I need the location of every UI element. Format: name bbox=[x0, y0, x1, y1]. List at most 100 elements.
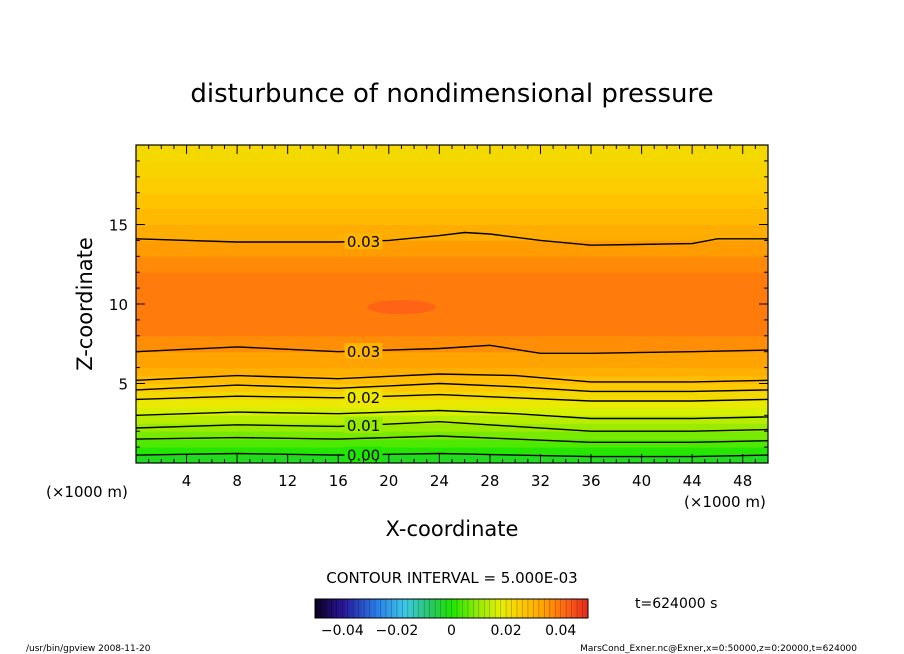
colorbar-cell bbox=[446, 599, 450, 618]
colorbar-cell bbox=[577, 599, 581, 618]
colorbar: −0.04 −0.02 0 0.02 0.04 bbox=[314, 598, 589, 639]
colorbar-cell bbox=[508, 599, 512, 618]
colorbar-cell bbox=[437, 599, 441, 618]
y-tick-label: 5 bbox=[118, 376, 128, 394]
colorbar-cell bbox=[416, 599, 420, 618]
colorbar-tick-label: 0.02 bbox=[491, 623, 522, 639]
y-tick-label: 10 bbox=[109, 296, 128, 314]
colorbar-cell bbox=[380, 599, 384, 618]
colorbar-cell bbox=[347, 599, 351, 618]
field-band bbox=[136, 414, 768, 424]
colorbar-cell bbox=[585, 599, 589, 618]
colorbar-gradient bbox=[314, 599, 589, 618]
field-band bbox=[136, 192, 768, 210]
field-band bbox=[136, 208, 768, 225]
y-tick-label: 15 bbox=[109, 217, 128, 235]
field-band bbox=[136, 383, 768, 392]
colorbar-cell bbox=[391, 599, 395, 618]
colorbar-ticks: −0.04 −0.02 0 0.02 0.04 bbox=[321, 623, 577, 639]
colorbar-cell bbox=[500, 599, 504, 618]
contour-label-bg bbox=[344, 233, 383, 250]
colorbar-cell bbox=[432, 599, 436, 618]
colorbar-cell bbox=[364, 599, 368, 618]
colorbar-cell bbox=[459, 599, 463, 618]
colorbar-cell bbox=[571, 599, 575, 618]
contour-label-bg bbox=[344, 342, 383, 359]
colorbar-cell bbox=[495, 599, 499, 618]
field-band bbox=[136, 160, 768, 178]
colorbar-cell bbox=[467, 599, 471, 618]
colorbar-cell bbox=[465, 599, 469, 618]
field-band bbox=[136, 351, 768, 369]
colorbar-cell bbox=[339, 599, 343, 618]
contour-label-bg bbox=[344, 389, 383, 406]
colorbar-cell bbox=[533, 599, 537, 618]
colorbar-cell bbox=[396, 599, 400, 618]
footer-left: /usr/bin/gpview 2008-11-20 bbox=[26, 644, 151, 654]
colorbar-cell bbox=[541, 599, 545, 618]
colorbar-cell bbox=[435, 599, 439, 618]
y-axis-label: Z-coordinate bbox=[73, 237, 97, 371]
contour-line bbox=[136, 420, 768, 432]
x-tick-label: 4 bbox=[182, 472, 192, 490]
field-band bbox=[136, 271, 768, 305]
colorbar-cell bbox=[394, 599, 398, 618]
colorbar-cell bbox=[555, 599, 559, 618]
colorbar-cell bbox=[424, 599, 428, 618]
colorbar-cell bbox=[443, 599, 447, 618]
colorbar-cell bbox=[492, 599, 496, 618]
field-band bbox=[136, 454, 768, 463]
colorbar-cell bbox=[334, 599, 338, 618]
colorbar-cell bbox=[421, 599, 425, 618]
colorbar-cell bbox=[342, 599, 346, 618]
colorbar-cell bbox=[538, 599, 542, 618]
colorbar-cell bbox=[486, 599, 491, 618]
colorbar-cell bbox=[476, 599, 480, 618]
colorbar-cell bbox=[549, 599, 553, 618]
colorbar-cell bbox=[377, 599, 381, 618]
x-tick-label: 8 bbox=[232, 472, 242, 490]
x-tick-label: 40 bbox=[632, 472, 651, 490]
contour-lines bbox=[136, 231, 768, 458]
contour-label-bg bbox=[344, 446, 383, 463]
colorbar-frame bbox=[314, 598, 589, 619]
colorbar-cell bbox=[402, 599, 406, 618]
contour-label: 0.00 bbox=[347, 447, 380, 465]
footer-right: MarsCond_Exner.nc@Exner,x=0:50000,z=0:20… bbox=[580, 644, 857, 654]
colorbar-cell bbox=[497, 599, 501, 618]
contour-line bbox=[136, 382, 768, 393]
colorbar-cell bbox=[372, 599, 376, 618]
plot-area: 0.000.010.020.030.03 4 8 12 16 20 24 28 32 36 40 4… bbox=[109, 144, 769, 490]
contour-line bbox=[136, 393, 768, 402]
colorbar-cell bbox=[544, 599, 548, 618]
colorbar-cell bbox=[369, 599, 373, 618]
contour-label: 0.03 bbox=[347, 233, 380, 251]
colorbar-cell bbox=[489, 599, 493, 618]
field-band bbox=[136, 422, 768, 432]
field-band bbox=[136, 375, 768, 384]
y-axis-ticks: 5 10 15 bbox=[109, 144, 768, 464]
colorbar-cell bbox=[478, 599, 482, 618]
colorbar-cell bbox=[552, 599, 556, 618]
colorbar-cell bbox=[336, 599, 340, 618]
colorbar-cell bbox=[522, 599, 526, 618]
colorbar-cell bbox=[361, 599, 365, 618]
colorbar-cell bbox=[525, 599, 529, 618]
colorbar-cell bbox=[574, 599, 578, 618]
colorbar-cell bbox=[514, 599, 518, 618]
field-band bbox=[136, 335, 768, 353]
colorbar-cell bbox=[517, 599, 521, 618]
colorbar-cell bbox=[407, 599, 411, 618]
colorbar-cell bbox=[405, 599, 409, 618]
x-axis-label: X-coordinate bbox=[386, 517, 519, 541]
colorbar-cell bbox=[399, 599, 403, 618]
colorbar-cell bbox=[456, 599, 460, 618]
colorbar-tick-label: 0.04 bbox=[545, 623, 576, 639]
field-band bbox=[136, 239, 768, 257]
contour-line bbox=[136, 435, 768, 443]
colorbar-cell bbox=[547, 599, 551, 618]
contour-line bbox=[136, 452, 768, 458]
colorbar-tick-label: −0.04 bbox=[321, 623, 364, 639]
field-band bbox=[136, 255, 768, 273]
field-band bbox=[136, 430, 768, 440]
